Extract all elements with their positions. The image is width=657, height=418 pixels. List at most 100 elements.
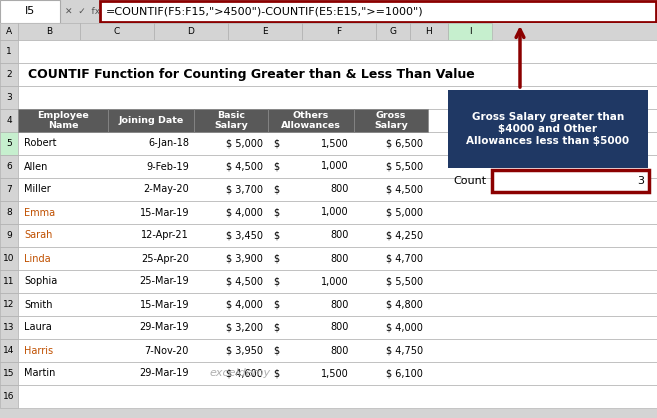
Text: 14: 14 [3, 346, 14, 355]
Text: Robert: Robert [24, 138, 57, 148]
Text: 12-Apr-21: 12-Apr-21 [141, 230, 189, 240]
Bar [0, 86, 18, 109]
Text: $ 3,200: $ 3,200 [226, 323, 263, 332]
Bar [154, 23, 228, 40]
Text: $ 4,250: $ 4,250 [386, 230, 423, 240]
Text: $ 3,900: $ 3,900 [226, 253, 263, 263]
Text: A: A [6, 27, 12, 36]
Text: $ 4,000: $ 4,000 [386, 323, 423, 332]
Text: $ 4,600: $ 4,600 [226, 369, 263, 379]
Bar [18, 385, 657, 408]
Text: 1: 1 [6, 47, 12, 56]
Text: 2-May-20: 2-May-20 [143, 184, 189, 194]
Bar [0, 270, 18, 293]
Text: $: $ [273, 138, 279, 148]
Bar [410, 23, 448, 40]
Bar [0, 155, 18, 178]
Bar [0, 63, 18, 86]
Text: Allen: Allen [24, 161, 49, 171]
Text: $ 5,500: $ 5,500 [386, 276, 423, 286]
Text: Sarah: Sarah [24, 230, 53, 240]
Bar [18, 247, 657, 270]
Bar [18, 362, 657, 385]
Text: Gross
Salary: Gross Salary [374, 111, 408, 130]
Text: 25-Mar-19: 25-Mar-19 [139, 276, 189, 286]
Text: Smith: Smith [24, 300, 53, 309]
Text: =COUNTIF(F5:F15,">4500")-COUNTIF(E5:E15,">=1000"): =COUNTIF(F5:F15,">4500")-COUNTIF(E5:E15,… [106, 7, 424, 16]
Text: 1,000: 1,000 [321, 276, 349, 286]
Bar [18, 224, 657, 247]
Text: Others
Allowances: Others Allowances [281, 111, 341, 130]
Text: 2: 2 [6, 70, 12, 79]
Text: $: $ [273, 230, 279, 240]
Bar [0, 201, 18, 224]
Bar [100, 1, 656, 22]
Bar [354, 109, 428, 132]
Bar [0, 339, 18, 362]
Text: B: B [46, 27, 52, 36]
Text: H: H [426, 27, 432, 36]
Bar [0, 132, 18, 155]
Text: Miller: Miller [24, 184, 51, 194]
Bar [492, 170, 649, 192]
Bar [0, 316, 18, 339]
Text: $: $ [273, 276, 279, 286]
Text: 3: 3 [6, 93, 12, 102]
Text: Count: Count [453, 176, 487, 186]
Text: $: $ [273, 346, 279, 355]
Bar [376, 23, 410, 40]
Bar [18, 86, 657, 109]
Text: 800: 800 [330, 253, 349, 263]
Text: $ 3,700: $ 3,700 [226, 184, 263, 194]
Bar [18, 23, 80, 40]
Text: 7: 7 [6, 185, 12, 194]
Text: 12: 12 [3, 300, 14, 309]
Text: 25-Apr-20: 25-Apr-20 [141, 253, 189, 263]
Bar [228, 23, 302, 40]
Bar [0, 0, 60, 23]
Text: 13: 13 [3, 323, 14, 332]
Text: $ 4,700: $ 4,700 [386, 253, 423, 263]
Bar [0, 178, 18, 201]
Text: 10: 10 [3, 254, 14, 263]
Bar [0, 247, 18, 270]
Text: Martin: Martin [24, 369, 55, 379]
Bar [80, 23, 154, 40]
Bar [18, 40, 657, 63]
Text: 29-Mar-19: 29-Mar-19 [139, 323, 189, 332]
Bar [448, 90, 648, 168]
Text: Gross Salary greater than
$4000 and Other
Allowances less than $5000: Gross Salary greater than $4000 and Othe… [466, 112, 629, 145]
Text: $ 4,800: $ 4,800 [386, 300, 423, 309]
Text: $ 5,000: $ 5,000 [386, 207, 423, 217]
Bar [0, 109, 18, 132]
Text: Basic
Salary: Basic Salary [214, 111, 248, 130]
Bar [0, 385, 18, 408]
Text: $: $ [273, 161, 279, 171]
Text: Employee
Name: Employee Name [37, 111, 89, 130]
Text: E: E [262, 27, 268, 36]
Text: 6: 6 [6, 162, 12, 171]
Text: $ 4,500: $ 4,500 [226, 161, 263, 171]
Text: $ 4,750: $ 4,750 [386, 346, 423, 355]
Text: D: D [187, 27, 194, 36]
Text: 11: 11 [3, 277, 14, 286]
Text: COUNTIF Function for Counting Greater than & Less Than Value: COUNTIF Function for Counting Greater th… [28, 68, 475, 81]
Text: 9: 9 [6, 231, 12, 240]
Text: 3: 3 [637, 176, 644, 186]
Text: $: $ [273, 300, 279, 309]
Text: Laura: Laura [24, 323, 52, 332]
Bar [18, 155, 657, 178]
Text: 1,500: 1,500 [321, 138, 349, 148]
Bar [18, 63, 657, 86]
Text: 800: 800 [330, 323, 349, 332]
Text: 8: 8 [6, 208, 12, 217]
Text: 7-Nov-20: 7-Nov-20 [145, 346, 189, 355]
Text: G: G [390, 27, 397, 36]
Text: 800: 800 [330, 300, 349, 309]
Bar [18, 316, 657, 339]
Bar [0, 23, 657, 40]
Text: 15-Mar-19: 15-Mar-19 [139, 207, 189, 217]
Bar [268, 109, 354, 132]
Text: $ 6,100: $ 6,100 [386, 369, 423, 379]
Text: I5: I5 [25, 7, 35, 16]
